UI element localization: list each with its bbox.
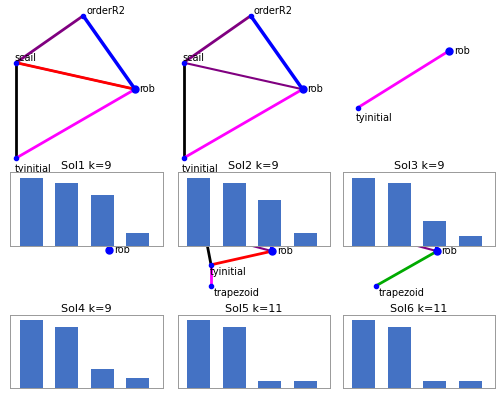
Bar: [90, 195, 114, 246]
Title: Sol5 k=11: Sol5 k=11: [225, 304, 282, 314]
Text: orderR2: orderR2: [437, 206, 476, 216]
Bar: [458, 381, 481, 388]
Title: Sol6 k=11: Sol6 k=11: [390, 304, 448, 314]
Bar: [188, 320, 210, 388]
Bar: [388, 327, 411, 388]
Bar: [294, 233, 316, 246]
Title: Sol2 k=9: Sol2 k=9: [228, 162, 279, 171]
Bar: [423, 221, 446, 246]
Bar: [20, 320, 43, 388]
Text: rob: rob: [114, 246, 130, 255]
Text: tyinitial: tyinitial: [182, 164, 219, 174]
Bar: [20, 178, 43, 246]
Bar: [294, 381, 316, 388]
Text: orderR2: orderR2: [272, 206, 311, 216]
Text: scail: scail: [204, 225, 226, 235]
Text: rob: rob: [307, 84, 323, 94]
Bar: [222, 183, 246, 246]
Bar: [188, 178, 210, 246]
Bar: [388, 183, 411, 246]
Text: scail: scail: [368, 225, 390, 235]
Title: Sol1 k=9: Sol1 k=9: [61, 162, 112, 171]
Bar: [126, 233, 149, 246]
Bar: [423, 381, 446, 388]
Bar: [352, 320, 376, 388]
Bar: [55, 183, 78, 246]
Bar: [258, 381, 281, 388]
Text: rob: rob: [276, 246, 292, 256]
Text: rob: rob: [442, 246, 458, 256]
Bar: [222, 327, 246, 388]
Text: rob: rob: [454, 46, 469, 56]
Text: rob: rob: [140, 84, 156, 94]
Text: orderR2: orderR2: [86, 6, 125, 16]
Bar: [55, 327, 78, 388]
Text: trapezoid: trapezoid: [379, 288, 425, 298]
Text: tyinitial: tyinitial: [210, 267, 246, 277]
Text: scail: scail: [182, 53, 204, 63]
Text: trapezoid: trapezoid: [214, 288, 260, 298]
Title: Sol4 k=9: Sol4 k=9: [61, 304, 112, 314]
Text: orderR2: orderR2: [254, 6, 293, 16]
Bar: [258, 200, 281, 246]
Title: Sol3 k=9: Sol3 k=9: [394, 162, 444, 171]
Bar: [90, 369, 114, 388]
Bar: [352, 178, 376, 246]
Text: tyinitial: tyinitial: [14, 164, 52, 174]
Text: tyinitial: tyinitial: [356, 113, 393, 123]
Text: scail: scail: [14, 53, 36, 63]
Bar: [458, 236, 481, 246]
Bar: [126, 378, 149, 388]
